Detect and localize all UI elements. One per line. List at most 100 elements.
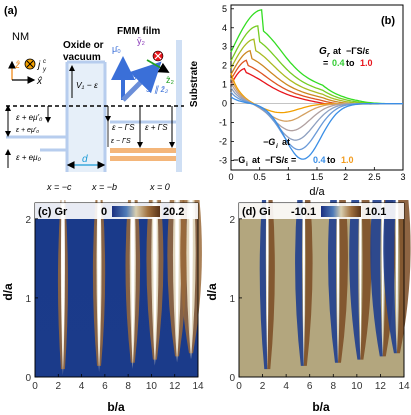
b-ytick-label-2: 3 (222, 42, 227, 52)
mu0-label: μ̄₀ (112, 44, 121, 54)
gi-lobe-blue-2 (328, 195, 338, 363)
d-xtick-label-4: 8 (331, 381, 337, 392)
d-xtick-label-0: 0 (236, 381, 242, 392)
b-xtick-label-0: 0 (228, 172, 233, 182)
c-xtick-label-5: 10 (146, 381, 158, 392)
eps-left-bot: ε + eμ₀ (16, 153, 41, 162)
d-xtick-label-3: 6 (307, 381, 313, 392)
c-xtick-label-6: 12 (169, 381, 181, 392)
svg-text:i: i (246, 161, 248, 168)
oxide-label-1: Oxide or (63, 40, 104, 51)
panel-c-min: 0 (101, 206, 107, 218)
svg-text:at: at (252, 155, 260, 165)
s-arrow (121, 61, 162, 102)
panel-c-max: 20.2 (163, 206, 184, 218)
svg-text:y: y (42, 67, 47, 73)
c-xtick-label-2: 4 (79, 381, 85, 392)
substrate-region (176, 40, 182, 172)
gi-range-high: 1.0 (341, 155, 354, 165)
eps-left-mid: ε + eμ'₀ (16, 127, 39, 134)
svg-text:=: = (323, 58, 328, 68)
gi-lobe-brown-3 (360, 195, 372, 360)
gi-lobe-white-2 (336, 195, 340, 363)
c-ytick-label-0: 0 (25, 373, 31, 384)
z2-label: ẑ₂ (166, 75, 175, 85)
b-xtick-label-6: 3 (400, 172, 405, 182)
s-par-label: S ∥ ẑ₂ (146, 84, 169, 94)
x-0-label: x = 0 (149, 182, 170, 192)
eps-gs-bot: ε − ΓS (111, 138, 131, 145)
gr-lobe-white-5 (189, 195, 193, 354)
svg-text:−ΓS/ε =: −ΓS/ε = (265, 155, 296, 165)
panel-a-label: (a) (4, 5, 18, 17)
panel-c-label: (c) Gr (38, 206, 68, 218)
c-ytick-label-2: 2 (25, 215, 31, 226)
fmm-band-1 (110, 148, 176, 153)
gr-legend-g: G (319, 46, 327, 57)
gi-lobe-white-1 (302, 195, 305, 366)
gi-lobe-white-0 (266, 195, 269, 370)
gi-lobe-blue-4 (370, 195, 383, 357)
panel-b-xlabel: d/a (309, 186, 325, 198)
gr-range-high: 1.0 (360, 58, 373, 68)
jy-label: j (36, 60, 41, 71)
b-ytick-label-4: 1 (222, 80, 227, 90)
eps-plus: ε + ΓS (145, 123, 168, 132)
d-ytick-label-2: 2 (229, 215, 235, 226)
c-xtick-label-1: 2 (56, 381, 62, 392)
gr-lobe-white-1 (97, 195, 101, 366)
gi-lobe-brown-1 (303, 195, 313, 366)
gi-lobe-blue-1 (295, 195, 304, 366)
d-xtick-label-2: 4 (283, 381, 289, 392)
svg-text:to: to (327, 155, 336, 165)
v1-label: V₁ − ε (76, 80, 98, 90)
panel-c-heatmap: (c) Gr 0 20.2 0 2 4 6 8 10 12 14 0 1 2 b/a d/a (0, 195, 205, 415)
c-xtick-label-0: 0 (32, 381, 38, 392)
eps-gs-top: ε − ΓS (112, 123, 135, 132)
b-ytick-label-1: 4 (222, 23, 227, 33)
x-b-label: x = −b (91, 182, 117, 192)
d-label: d (82, 154, 88, 165)
gi-lobe-brown-2 (338, 195, 348, 363)
nm-label: NM (12, 31, 29, 43)
d-xtick-label-6: 12 (375, 381, 387, 392)
colorbar-d (321, 206, 361, 217)
svg-text:to: to (346, 58, 355, 68)
c-xtick-label-7: 14 (192, 381, 204, 392)
fmm-label: FMM film (117, 26, 160, 37)
line-chart-svg: 0 0.5 1 1.5 2 2.5 3 5 4 3 2 1 0 -1 -2 -3 (b) d/a G r at… (219, 4, 406, 198)
gi-lobe-white-3 (359, 195, 362, 360)
oxide-region (67, 62, 105, 172)
panel-a-schematic: (a) NM Oxide or vacuum FMM film Substrat… (0, 0, 205, 200)
panel-d-ylabel: d/a (205, 283, 219, 301)
b-xtick-label-2: 1 (286, 172, 291, 182)
panel-d-max: 10.1 (365, 206, 386, 218)
svg-text:at: at (282, 137, 290, 147)
panel-b-label: (b) (381, 15, 395, 27)
schematic-svg: (a) NM Oxide or vacuum FMM film Substrat… (4, 5, 200, 192)
b-ytick-label-6: -1 (219, 118, 227, 128)
theta-label: θ (132, 73, 137, 82)
series-line-11 (230, 96, 403, 160)
b-xtick-label-1: 0.5 (253, 172, 266, 182)
d-ytick-label-0: 0 (229, 373, 235, 384)
gi-lobe-brown-0 (267, 195, 275, 370)
x-hat-label: x̂ (36, 75, 43, 87)
colorbar-c (112, 206, 160, 217)
panel-c-ylabel: d/a (1, 283, 15, 301)
gi-legend-g: −G (263, 137, 275, 147)
b-ytick-label-3: 2 (222, 61, 227, 71)
svg-text:at: at (333, 46, 341, 56)
x-c-label: x = −c (46, 182, 72, 192)
svg-text:−ΓS/ε: −ΓS/ε (346, 46, 370, 56)
svg-text:i: i (276, 143, 278, 150)
gi-lobe-blue-0 (259, 195, 268, 370)
gr-lobe-white-4 (175, 195, 179, 357)
c-xtick-label-3: 6 (102, 381, 108, 392)
d-ytick-label-1: 1 (229, 294, 235, 305)
gi-lobe-white-4 (381, 195, 384, 357)
svg-text:r: r (327, 52, 331, 59)
gi-range-low: 0.4 (313, 155, 326, 165)
eps-left-top: ε + eμ'₀ (16, 113, 43, 122)
